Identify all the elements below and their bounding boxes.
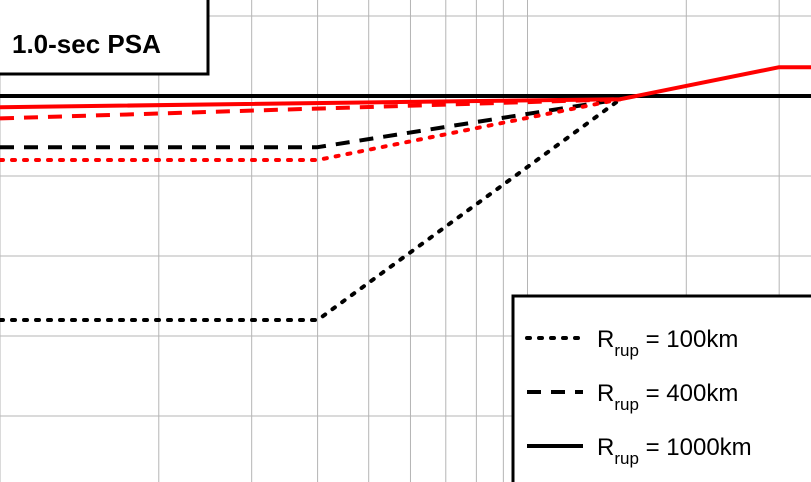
legend-label: Rrup = 400km bbox=[597, 380, 738, 414]
series-line bbox=[0, 65, 811, 110]
title-box: 1.0-sec PSA bbox=[0, 0, 210, 76]
legend: Rrup = 100km Rrup = 400km Rrup = 1000km bbox=[511, 294, 811, 482]
chart-title: 1.0-sec PSA bbox=[12, 29, 161, 59]
series-line bbox=[0, 97, 623, 322]
legend-label: Rrup = 1000km bbox=[597, 434, 752, 468]
series-group bbox=[0, 65, 811, 322]
legend-label: Rrup = 100km bbox=[597, 326, 738, 360]
series-line bbox=[0, 97, 621, 150]
